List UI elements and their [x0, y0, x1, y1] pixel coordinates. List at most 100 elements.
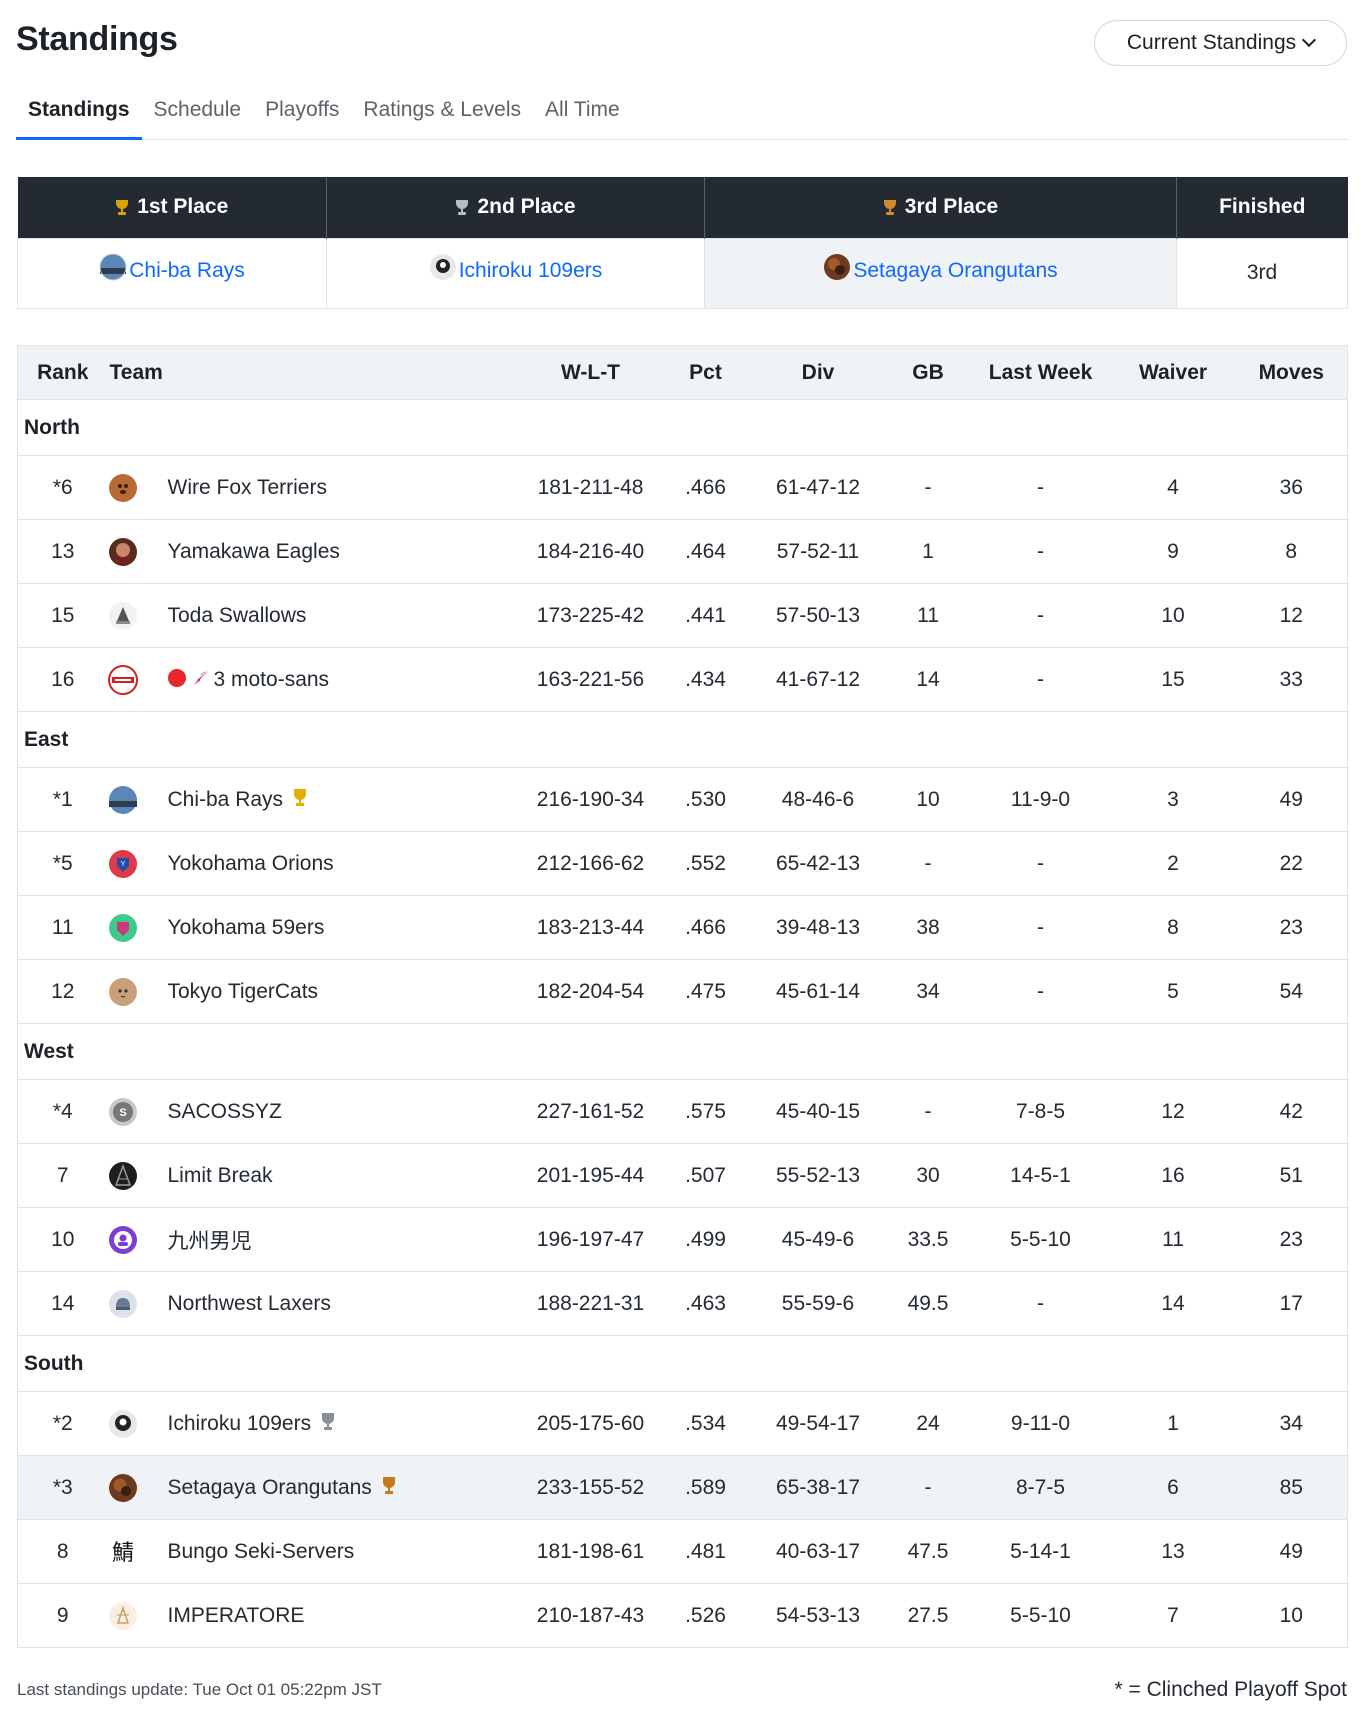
header-div[interactable]: Div: [750, 345, 886, 400]
div-cell: 65-38-17: [750, 1455, 886, 1520]
rank-cell: *6: [17, 455, 108, 520]
team-name-link[interactable]: SACOSSYZ: [167, 1099, 282, 1123]
team-name-link[interactable]: Northwest Laxers: [167, 1291, 331, 1315]
gb-cell: 33.5: [885, 1207, 971, 1272]
table-row: 10 九州男児 196-197-47 .499 45-49-6 33.5 5-5…: [17, 1207, 1348, 1272]
team-name-link[interactable]: IMPERATORE: [167, 1603, 305, 1627]
team-name-link[interactable]: Tokyo TigerCats: [167, 979, 319, 1003]
team-name-link[interactable]: Chi-ba Rays: [168, 788, 310, 811]
gb-cell: 49.5: [885, 1271, 971, 1336]
team-name-link[interactable]: 九州男児: [167, 1229, 252, 1253]
table-row: *4 S SACOSSYZ 227-161-52 .575 45-40-15 -…: [17, 1079, 1348, 1144]
wlt-cell: 181-211-48: [520, 455, 661, 520]
team-name-link[interactable]: Yokohama Orions: [167, 851, 334, 875]
moves-cell: 49: [1235, 767, 1348, 832]
rank-cell: *1: [17, 767, 108, 832]
podium-header-second: 2nd Place: [326, 177, 705, 238]
tab-standings[interactable]: Standings: [16, 90, 142, 140]
trophy-silver-icon: [322, 1412, 335, 1430]
trophy-silver-icon: [455, 199, 469, 216]
wlt-cell: 233-155-52: [520, 1455, 661, 1520]
pct-cell: .434: [660, 647, 751, 712]
waiver-cell: 8: [1110, 895, 1236, 960]
trophy-bronze-icon: [883, 199, 897, 216]
rocket-icon: [193, 670, 208, 685]
table-row: *2 Ichiroku 109ers 205-175-60 .534 49-54…: [17, 1391, 1348, 1456]
team-name-link[interactable]: Bungo Seki-Servers: [167, 1539, 355, 1563]
podium-second-team[interactable]: Ichiroku 109ers: [429, 254, 602, 283]
div-cell: 65-42-13: [750, 831, 886, 896]
rank-cell: 16: [17, 647, 108, 712]
rank-cell: *4: [17, 1079, 108, 1144]
wlt-cell: 182-204-54: [520, 959, 661, 1024]
table-row: 8 鯖 Bungo Seki-Servers 181-198-61 .481 4…: [17, 1519, 1348, 1584]
pct-cell: .466: [660, 455, 751, 520]
last-week-cell: -: [970, 895, 1111, 960]
division-east: East: [17, 711, 1348, 768]
tab-ratings-levels[interactable]: Ratings & Levels: [363, 98, 522, 121]
waiver-cell: 13: [1110, 1519, 1236, 1584]
yokohama-orions-logo-icon: Y: [108, 849, 138, 879]
header-team[interactable]: Team: [107, 345, 521, 400]
kyushu-danji-logo-icon: [108, 1225, 138, 1255]
team-name-link[interactable]: Ichiroku 109ers: [168, 1412, 338, 1435]
wlt-cell: 163-221-56: [520, 647, 661, 712]
div-cell: 55-52-13: [750, 1143, 886, 1208]
header-wlt[interactable]: W-L-T: [520, 345, 661, 400]
team-name-link[interactable]: Limit Break: [167, 1163, 273, 1187]
podium-first-team[interactable]: Chi-ba Rays: [99, 253, 245, 283]
pct-cell: .475: [660, 959, 751, 1024]
team-name-link[interactable]: Toda Swallows: [167, 603, 307, 627]
standings-tabs: Standings Schedule Playoffs Ratings & Le…: [16, 90, 1348, 140]
podium-finished-cell: 3rd: [1176, 237, 1348, 309]
rank-cell: 9: [17, 1583, 108, 1648]
gb-cell: 14: [885, 647, 971, 712]
yokohama-59ers-logo-icon: [108, 913, 138, 943]
tab-playoffs[interactable]: Playoffs: [265, 98, 340, 121]
div-cell: 48-46-6: [750, 767, 886, 832]
header-moves[interactable]: Moves: [1235, 345, 1348, 400]
moves-cell: 10: [1235, 1583, 1348, 1648]
sacossyz-logo-icon: S: [108, 1097, 138, 1127]
div-cell: 49-54-17: [750, 1391, 886, 1456]
gb-cell: 47.5: [885, 1519, 971, 1584]
pct-cell: .575: [660, 1079, 751, 1144]
pct-cell: .466: [660, 895, 751, 960]
trophy-bronze-icon: [382, 1476, 395, 1494]
div-cell: 45-40-15: [750, 1079, 886, 1144]
moves-cell: 17: [1235, 1271, 1348, 1336]
team-name-link[interactable]: Yamakawa Eagles: [167, 539, 340, 563]
moves-cell: 22: [1235, 831, 1348, 896]
pct-cell: .441: [660, 583, 751, 648]
svg-text:Y: Y: [120, 861, 125, 868]
div-cell: 45-49-6: [750, 1207, 886, 1272]
pct-cell: .499: [660, 1207, 751, 1272]
team-name-link[interactable]: Wire Fox Terriers: [167, 475, 327, 499]
pct-cell: .464: [660, 519, 751, 584]
current-standings-dropdown[interactable]: Current Standings: [1094, 20, 1347, 66]
tab-all-time[interactable]: All Time: [545, 98, 620, 121]
division-north: North: [17, 399, 1348, 456]
team-name-link[interactable]: 3 moto-sans: [167, 668, 329, 691]
header-pct[interactable]: Pct: [660, 345, 751, 400]
last-update-text: Last standings update: Tue Oct 01 05:22p…: [17, 1680, 382, 1699]
moves-cell: 12: [1235, 583, 1348, 648]
header-gb[interactable]: GB: [885, 345, 971, 400]
table-row: *5 Y Yokohama Orions 212-166-62 .552 65-…: [17, 831, 1348, 896]
podium-header-third: 3rd Place: [704, 177, 1177, 238]
tab-schedule[interactable]: Schedule: [153, 98, 242, 121]
rank-cell: 12: [17, 959, 108, 1024]
last-week-cell: 11-9-0: [970, 767, 1111, 832]
header-waiver[interactable]: Waiver: [1110, 345, 1236, 400]
gb-cell: 10: [885, 767, 971, 832]
podium-third-team[interactable]: Setagaya Orangutans: [823, 254, 1058, 283]
last-week-cell: -: [970, 1271, 1111, 1336]
header-last-week[interactable]: Last Week: [970, 345, 1111, 400]
moves-cell: 34: [1235, 1391, 1348, 1456]
team-name-link[interactable]: Yokohama 59ers: [167, 915, 325, 939]
header-rank[interactable]: Rank: [17, 345, 108, 400]
last-week-cell: 9-11-0: [970, 1391, 1111, 1456]
moves-cell: 51: [1235, 1143, 1348, 1208]
team-name-link[interactable]: Setagaya Orangutans: [168, 1476, 398, 1499]
division-west: West: [17, 1023, 1348, 1080]
